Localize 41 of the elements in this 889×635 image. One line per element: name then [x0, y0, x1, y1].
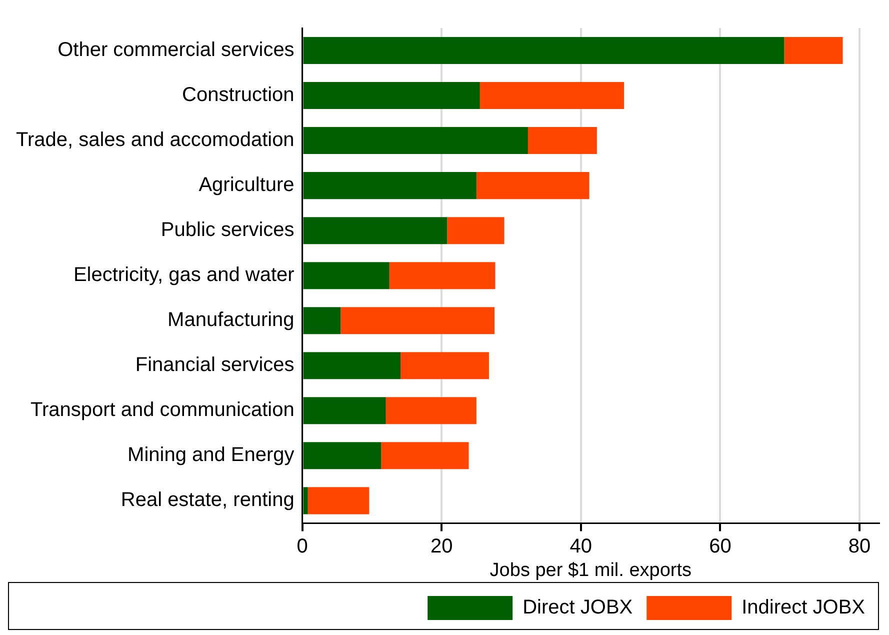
y-tick-label: Other commercial services — [58, 39, 294, 62]
x-tick-label: 80 — [848, 536, 871, 558]
legend-label: Direct JOBX — [522, 596, 633, 619]
y-tick-label: Agriculture — [198, 174, 294, 196]
y-tick-label: Transport and communication — [30, 399, 294, 422]
bar — [381, 442, 469, 470]
bar — [528, 127, 597, 154]
bar — [476, 172, 590, 200]
bar — [303, 217, 448, 244]
y-tick-label: Trade, sales and accomodation — [16, 129, 294, 152]
bar — [303, 397, 386, 424]
bar — [303, 127, 528, 154]
y-tick-label: Electricity, gas and water — [73, 264, 295, 286]
bar — [303, 82, 480, 110]
y-tick-label: Manufacturing — [168, 309, 294, 332]
bar — [303, 37, 784, 64]
bar — [389, 262, 496, 290]
bar — [303, 442, 382, 470]
y-tick-label: Real estate, renting — [120, 489, 294, 512]
x-tick-label: 40 — [570, 536, 592, 558]
bar — [303, 262, 390, 290]
y-tick-label: Financial services — [135, 354, 294, 376]
bar — [784, 37, 843, 64]
bar — [303, 487, 308, 514]
bar — [386, 397, 476, 424]
bar — [340, 307, 495, 334]
bar — [303, 352, 401, 380]
bar — [303, 172, 476, 200]
legend-label: Indirect JOBX — [742, 596, 866, 619]
bar — [400, 352, 489, 380]
bar — [447, 217, 504, 244]
y-tick-label: Construction — [182, 84, 294, 106]
x-axis-title: Jobs per $1 mil. exports — [490, 560, 692, 581]
x-tick-label: 0 — [296, 536, 308, 558]
x-tick-label: 20 — [430, 536, 453, 558]
x-tick-label: 60 — [709, 536, 732, 558]
y-tick-label: Public services — [160, 219, 294, 242]
bar — [480, 82, 624, 110]
y-tick-label: Mining and Energy — [128, 444, 294, 466]
bar — [303, 307, 341, 334]
bar — [308, 487, 370, 514]
